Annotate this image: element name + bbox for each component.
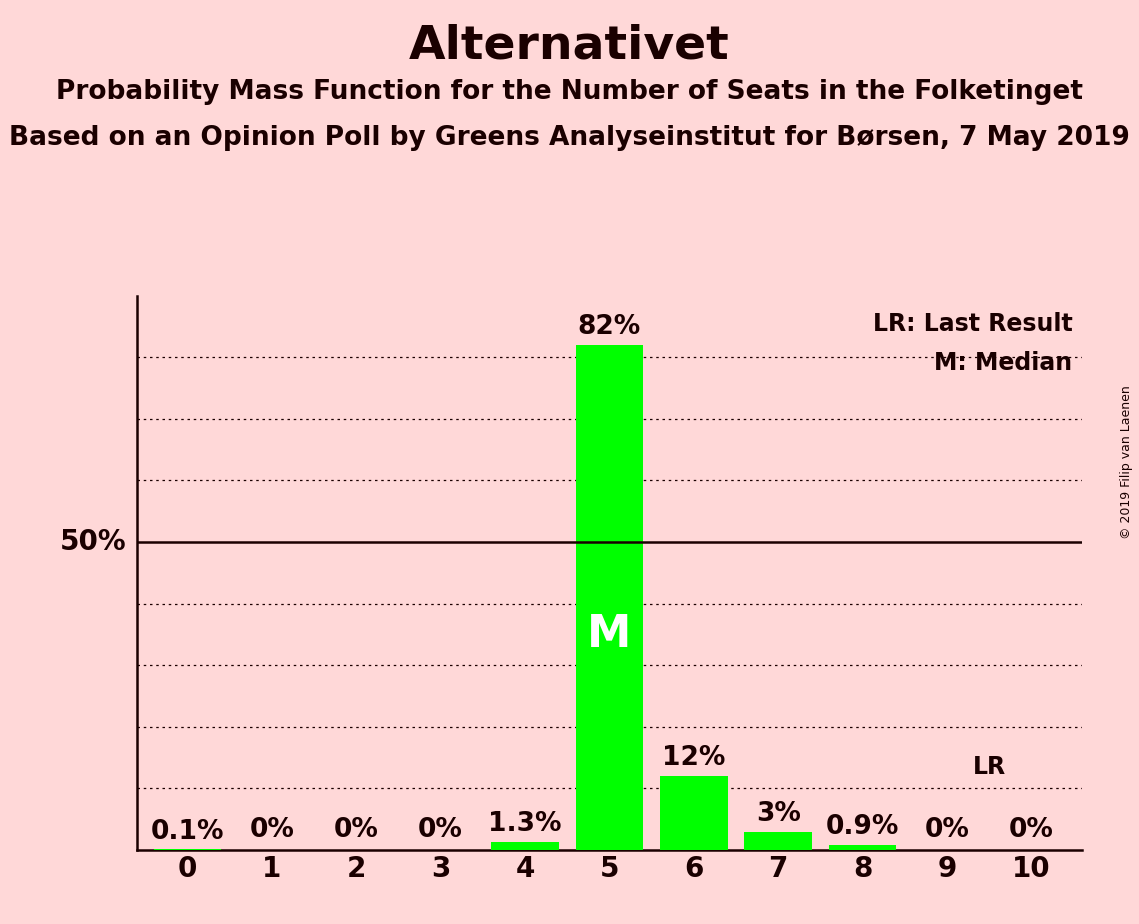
Bar [829,845,896,850]
Text: M: M [588,613,631,656]
Text: 0%: 0% [334,817,378,843]
Text: 3%: 3% [756,801,801,827]
Text: 0.1%: 0.1% [150,819,224,845]
Text: 1.3%: 1.3% [489,811,562,837]
Bar [575,345,644,850]
Text: Probability Mass Function for the Number of Seats in the Folketinget: Probability Mass Function for the Number… [56,79,1083,104]
Text: 0%: 0% [249,817,294,843]
Text: 82%: 82% [577,314,641,340]
Text: © 2019 Filip van Laenen: © 2019 Filip van Laenen [1121,385,1133,539]
Text: 12%: 12% [662,746,726,772]
Bar [659,776,728,850]
Text: 0%: 0% [925,817,969,843]
Text: LR: LR [973,755,1006,779]
Text: 0.9%: 0.9% [826,814,900,840]
Bar [745,832,812,850]
Text: Alternativet: Alternativet [409,23,730,68]
Text: 50%: 50% [60,529,126,556]
Text: Based on an Opinion Poll by Greens Analyseinstitut for Børsen, 7 May 2019: Based on an Opinion Poll by Greens Analy… [9,125,1130,151]
Text: M: Median: M: Median [934,351,1073,375]
Text: LR: Last Result: LR: Last Result [872,312,1073,336]
Text: 0%: 0% [418,817,462,843]
Text: 0%: 0% [1009,817,1054,843]
Bar [491,842,559,850]
